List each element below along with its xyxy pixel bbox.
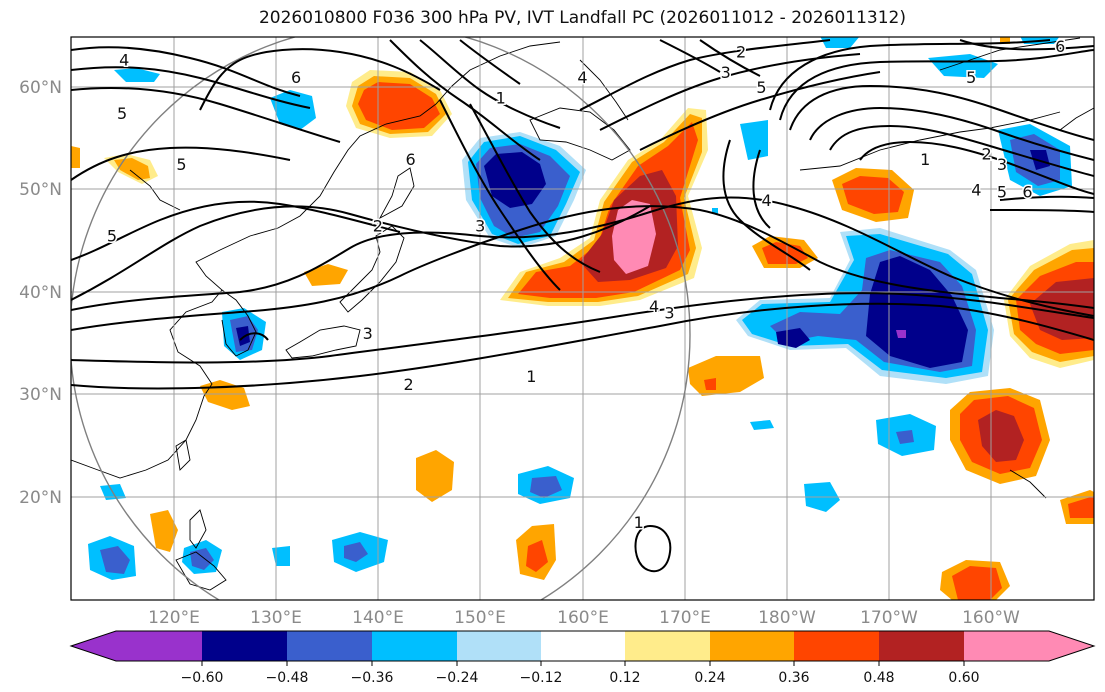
colorbar-bin	[202, 631, 287, 661]
lat-axis: 60°N 50°N 40°N 30°N 20°N	[19, 78, 62, 508]
shaded-field	[71, 37, 1094, 600]
contour-label: 3	[721, 63, 731, 82]
contour-label: 6	[406, 150, 416, 169]
lon-tick-label: 120°E	[148, 608, 200, 628]
lon-tick-label: 160°E	[557, 608, 609, 628]
map-title: 2026010800 F036 300 hPa PV, IVT Landfall…	[258, 8, 906, 28]
colorbar-tick-label: 0.24	[694, 670, 725, 686]
colorbar-tick-label: −0.48	[266, 670, 309, 686]
contour-label: 5	[756, 78, 766, 97]
contour-label: 3	[363, 324, 373, 343]
contour-label: 5	[117, 104, 127, 123]
gridlines	[71, 37, 1094, 600]
colorbar-bin	[287, 631, 372, 661]
lat-tick-label: 50°N	[19, 180, 62, 200]
coastlines	[71, 37, 1094, 591]
contour-label: 2	[981, 145, 991, 164]
contour-label: 4	[119, 51, 129, 70]
contour-label: 4	[577, 68, 587, 87]
contour-label: 2	[403, 375, 413, 394]
lon-tick-label: 170°W	[860, 608, 918, 628]
colorbar-tick-label: 0.12	[609, 670, 640, 686]
contour-label: 5	[107, 227, 117, 246]
colorbar-tick-label: 0.48	[863, 670, 894, 686]
lat-tick-label: 20°N	[19, 488, 62, 508]
contour-label: 3	[664, 303, 674, 322]
colorbar-tick-label: −0.24	[436, 670, 479, 686]
pv-contours	[71, 39, 1094, 573]
colorbar-bin	[457, 631, 541, 661]
contour-label: 6	[291, 68, 301, 87]
contour-label: 6	[1022, 183, 1032, 202]
contour-label: 5	[176, 155, 186, 174]
colorbar-extend-low	[71, 631, 202, 661]
colorbar-bin	[794, 631, 879, 661]
contour-label: 4	[971, 181, 981, 200]
lat-tick-label: 30°N	[19, 385, 62, 405]
lon-tick-label: 150°E	[454, 608, 506, 628]
lon-tick-label: 170°E	[659, 608, 711, 628]
lat-tick-label: 60°N	[19, 78, 62, 98]
lon-tick-label: 160°W	[962, 608, 1020, 628]
lon-tick-label: 140°E	[352, 608, 404, 628]
colorbar-bin	[879, 631, 964, 661]
contour-label: 2	[373, 216, 383, 235]
colorbar-tick-label: −0.36	[351, 670, 394, 686]
colorbar-extend-high	[964, 631, 1094, 661]
colorbar-tick-label: −0.60	[181, 670, 224, 686]
contour-label: 4	[649, 297, 659, 316]
contour-label: 3	[997, 155, 1007, 174]
lon-tick-label: 130°E	[250, 608, 302, 628]
colorbar-tick-label: 0.60	[948, 670, 979, 686]
lat-tick-label: 40°N	[19, 283, 62, 303]
lon-tick-label: 180°W	[758, 608, 816, 628]
map-frame	[70, 36, 1095, 601]
contour-label: 1	[526, 367, 536, 386]
landfall-region-circle	[71, 37, 691, 600]
colorbar-bin	[541, 631, 625, 661]
contour-label: 1	[634, 513, 644, 532]
contour-label: 2	[736, 42, 746, 61]
colorbar-bin	[710, 631, 794, 661]
contour-label: 5	[997, 183, 1007, 202]
contour-label: 4	[762, 191, 772, 210]
contour-label: 1	[496, 88, 506, 107]
colorbar-tick-label: −0.12	[520, 670, 563, 686]
colorbar-tick-label: 0.36	[778, 670, 809, 686]
contour-label: 3	[475, 216, 485, 235]
contour-label: 1	[920, 150, 930, 169]
contour-label: 5	[966, 68, 976, 87]
lon-axis: 120°E 130°E 140°E 150°E 160°E 170°E 180°…	[148, 608, 1020, 628]
colorbar-bin	[372, 631, 457, 661]
colorbar: −0.60 −0.48 −0.36 −0.24 −0.12 0.12 0.24 …	[69, 630, 1096, 686]
colorbar-bin	[625, 631, 710, 661]
contour-label: 6	[1055, 37, 1065, 56]
